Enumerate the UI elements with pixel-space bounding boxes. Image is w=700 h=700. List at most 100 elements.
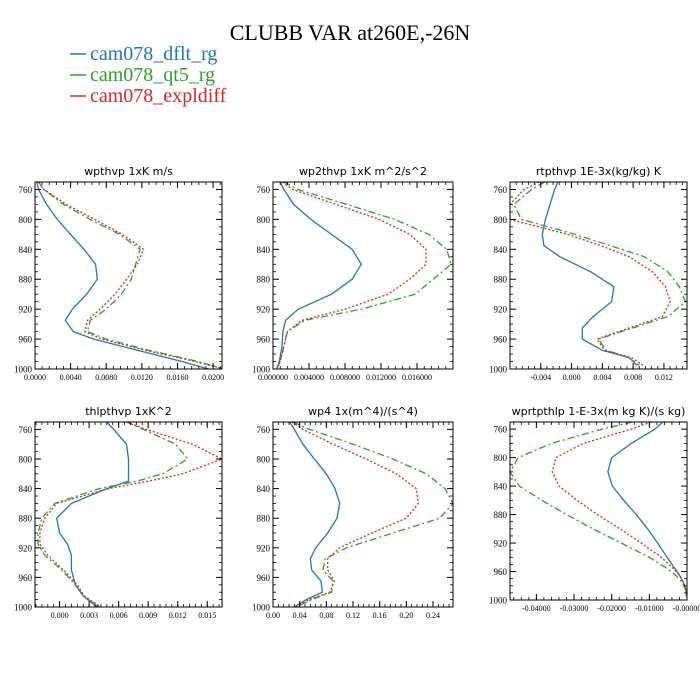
ytick-label-0-3: 880 [19,275,33,285]
series-line-4-2 [291,422,419,607]
series-line-1-1 [276,182,452,369]
xtick-label-3-4: 0.012 [169,611,187,620]
ytick-label-0-0: 760 [19,185,33,195]
ytick-label-3-0: 760 [19,425,33,435]
xtick-label-1-1: 0.004000 [294,373,324,382]
xtick-label-2-1: 0.000 [563,373,581,382]
xtick-label-0-1: 0.0040 [60,373,82,382]
ytick-label-4-1: 800 [257,455,271,465]
xtick-label-4-4: 0.16 [373,611,387,620]
xtick-label-0-2: 0.0080 [95,373,117,382]
ytick-label-1-0: 760 [257,185,271,195]
xtick-label-5-4: -0.00000 [673,604,700,613]
panel-series-5 [510,422,687,597]
series-line-4-0 [289,422,341,607]
series-line-2-0 [541,182,638,366]
ytick-label-2-3: 880 [494,275,508,285]
figure-title: CLUBB VAR at260E,-26N [230,20,471,45]
ytick-label-1-2: 840 [257,245,271,255]
panel-title-0: wpthvp 1xK m/s [84,165,173,178]
ytick-label-3-4: 920 [19,543,33,553]
ytick-label-4-2: 840 [257,484,271,494]
ytick-label-5-6: 1000 [489,596,508,606]
xtick-label-2-2: 0.004 [593,373,611,382]
ytick-label-2-2: 840 [494,245,508,255]
panel-series-2 [510,182,687,366]
ytick-label-2-6: 1000 [489,365,508,375]
ytick-label-3-2: 840 [19,484,33,494]
xtick-label-5-1: -0.03000 [560,604,589,613]
xtick-label-4-1: 0.04 [293,611,307,620]
ytick-label-4-5: 960 [257,573,271,583]
series-line-0-2 [38,182,222,369]
series-line-2-2 [510,182,671,366]
ytick-label-1-5: 960 [257,335,271,345]
ytick-label-0-4: 920 [19,305,33,315]
series-line-2-1 [512,182,687,366]
ytick-label-0-5: 960 [19,335,33,345]
panel-title-1: wp2thvp 1xK m^2/s^2 [299,165,427,178]
xtick-label-0-0: 0.0000 [24,373,46,382]
xtick-label-4-5: 0.20 [399,611,413,620]
xtick-label-2-3: 0.008 [624,373,642,382]
series-line-5-1 [510,422,687,597]
ytick-label-5-4: 920 [494,539,508,549]
xtick-label-3-5: 0.015 [198,611,216,620]
legend: cam078_dflt_rgcam078_qt5_rgcam078_expldi… [70,43,227,107]
ytick-label-3-5: 960 [19,573,33,583]
panel-5: wprtpthlp 1-E-3x(m kg K)/(s kg) 760 800 840… [489,405,700,613]
xtick-label-4-0: 0.00 [266,611,280,620]
ytick-label-1-1: 800 [257,215,271,225]
legend-label-0: cam078_dflt_rg [90,43,217,65]
xtick-label-3-0: 0.000 [51,611,69,620]
xtick-label-0-5: 0.0200 [202,373,224,382]
panel-2: rtpthvp 1E-3x(kg/kg) K 760 800 840 880 920 960… [489,165,688,382]
xtick-label-4-3: 0.12 [346,611,360,620]
xtick-label-2-4: 0.012 [655,373,673,382]
panel-frame-3 [34,421,223,608]
xtick-label-1-0: 0.000000 [258,373,288,382]
series-line-5-2 [551,422,687,597]
ytick-label-3-6: 1000 [14,603,33,613]
panel-series-4 [289,422,453,607]
ytick-label-4-6: 1000 [252,603,271,613]
ytick-label-0-6: 1000 [14,365,33,375]
ytick-label-2-1: 800 [494,215,508,225]
panel-title-2: rtpthvp 1E-3x(kg/kg) K [536,165,662,178]
legend-label-2: cam078_expldiff [90,85,227,107]
xtick-label-0-3: 0.0120 [131,373,153,382]
series-line-1-2 [276,182,427,369]
panel-title-4: wp4 1x(m^4)/(s^4) [308,405,418,418]
xtick-label-3-2: 0.006 [110,611,128,620]
xtick-label-5-2: -0.02000 [597,604,626,613]
ytick-label-3-1: 800 [19,455,33,465]
panel-frame-5 [509,421,688,601]
ytick-label-1-6: 1000 [252,365,271,375]
ytick-label-2-5: 960 [494,335,508,345]
ytick-label-1-3: 880 [257,275,271,285]
panel-title-5: wprtpthlp 1-E-3x(m kg K)/(s kg) [512,405,686,418]
ytick-label-2-0: 760 [494,185,508,195]
panel-0: wpthvp 1xK m/s76080084088092096010000.00… [14,165,224,382]
ytick-label-0-1: 800 [19,215,33,225]
series-line-3-1 [37,422,189,607]
panel-frame-4 [272,421,454,608]
ytick-label-4-4: 920 [257,543,271,553]
xtick-label-2-0: -0.004 [530,373,551,382]
legend-label-1: cam078_qt5_rg [90,64,215,86]
ytick-label-5-2: 840 [494,482,508,492]
ytick-label-0-2: 840 [19,245,33,255]
panel-frame-1 [272,181,454,370]
xtick-label-3-3: 0.009 [139,611,157,620]
xtick-label-1-3: 0.012000 [366,373,396,382]
panel-4: wp4 1x(m^4)/(s^4)76080084088092096010000… [252,405,454,620]
ytick-label-1-4: 920 [257,305,271,315]
xtick-label-1-4: 0.016000 [402,373,432,382]
ytick-label-3-3: 880 [19,514,33,524]
xtick-label-0-4: 0.0160 [166,373,188,382]
xtick-label-4-6: 0.24 [426,611,440,620]
panel-series-1 [275,182,452,369]
panel-title-3: thlpthvp 1xK^2 [85,405,172,418]
